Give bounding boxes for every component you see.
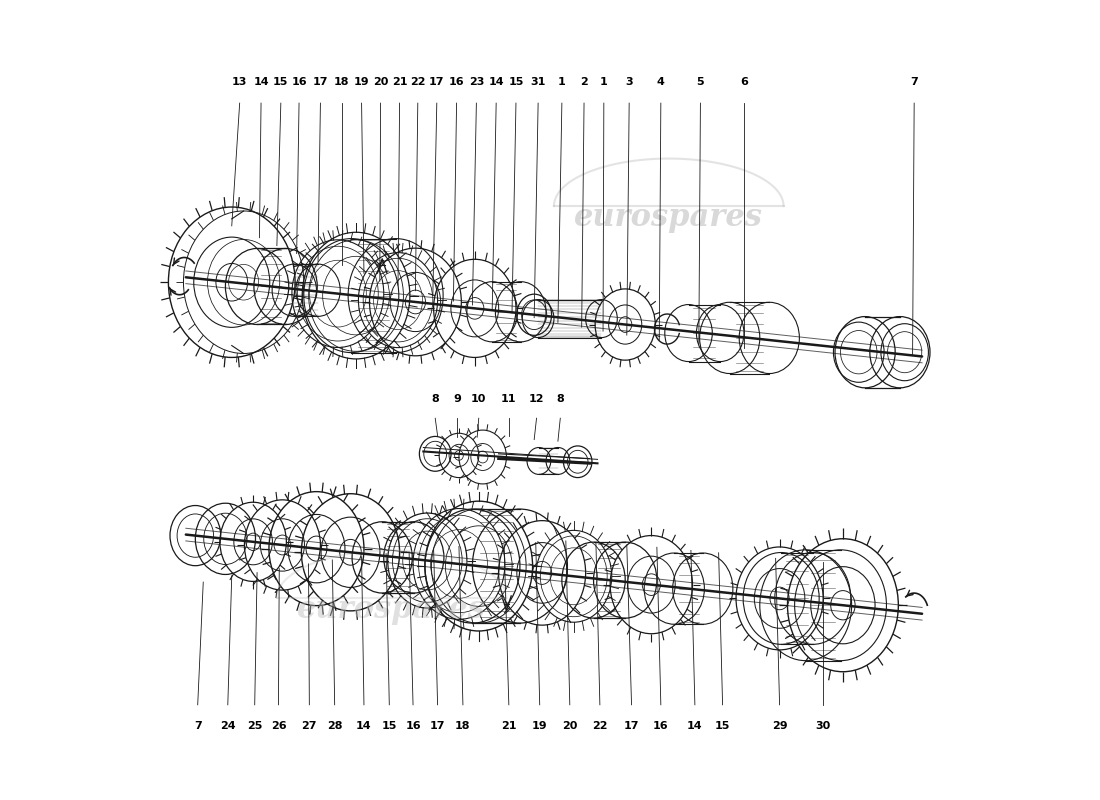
Text: 31: 31: [530, 78, 546, 87]
Text: 14: 14: [488, 78, 504, 87]
Text: 15: 15: [508, 78, 524, 87]
Text: 26: 26: [271, 721, 286, 730]
Text: 5: 5: [696, 78, 704, 87]
Text: 14: 14: [688, 721, 703, 730]
Text: 21: 21: [502, 721, 517, 730]
Text: 15: 15: [715, 721, 730, 730]
Text: 22: 22: [592, 721, 607, 730]
Text: 16: 16: [449, 78, 464, 87]
Text: 18: 18: [455, 721, 471, 730]
Text: 15: 15: [273, 78, 288, 87]
Text: 19: 19: [532, 721, 548, 730]
Text: 6: 6: [740, 78, 748, 87]
Text: 23: 23: [469, 78, 484, 87]
Text: 15: 15: [382, 721, 397, 730]
Text: 17: 17: [429, 78, 444, 87]
Text: 29: 29: [772, 721, 788, 730]
Text: 4: 4: [657, 78, 664, 87]
Text: 24: 24: [220, 721, 235, 730]
Text: 19: 19: [354, 78, 370, 87]
Text: 16: 16: [405, 721, 421, 730]
Text: 11: 11: [502, 394, 517, 404]
Text: 8: 8: [431, 394, 439, 404]
Text: 10: 10: [471, 394, 486, 404]
Text: 7: 7: [194, 721, 201, 730]
Text: 17: 17: [624, 721, 639, 730]
Text: 13: 13: [232, 78, 248, 87]
Text: 28: 28: [327, 721, 342, 730]
Text: 18: 18: [334, 78, 350, 87]
Text: 2: 2: [580, 78, 587, 87]
Text: 1: 1: [600, 78, 607, 87]
Text: 1: 1: [558, 78, 565, 87]
Text: 3: 3: [626, 78, 632, 87]
Text: 12: 12: [529, 394, 544, 404]
Text: 27: 27: [301, 721, 317, 730]
Text: 20: 20: [373, 78, 388, 87]
Text: 25: 25: [248, 721, 263, 730]
Text: 8: 8: [557, 394, 564, 404]
Text: 16: 16: [653, 721, 669, 730]
Text: 17: 17: [312, 78, 328, 87]
Text: 21: 21: [392, 78, 407, 87]
Text: 7: 7: [911, 78, 918, 87]
Text: eurospares: eurospares: [297, 594, 486, 626]
Text: 17: 17: [430, 721, 446, 730]
Text: 30: 30: [815, 721, 830, 730]
Text: 14: 14: [253, 78, 268, 87]
Text: 14: 14: [356, 721, 372, 730]
Text: 9: 9: [453, 394, 461, 404]
Text: 20: 20: [562, 721, 578, 730]
Text: eurospares: eurospares: [574, 202, 763, 234]
Text: 22: 22: [410, 78, 426, 87]
Text: 16: 16: [292, 78, 307, 87]
